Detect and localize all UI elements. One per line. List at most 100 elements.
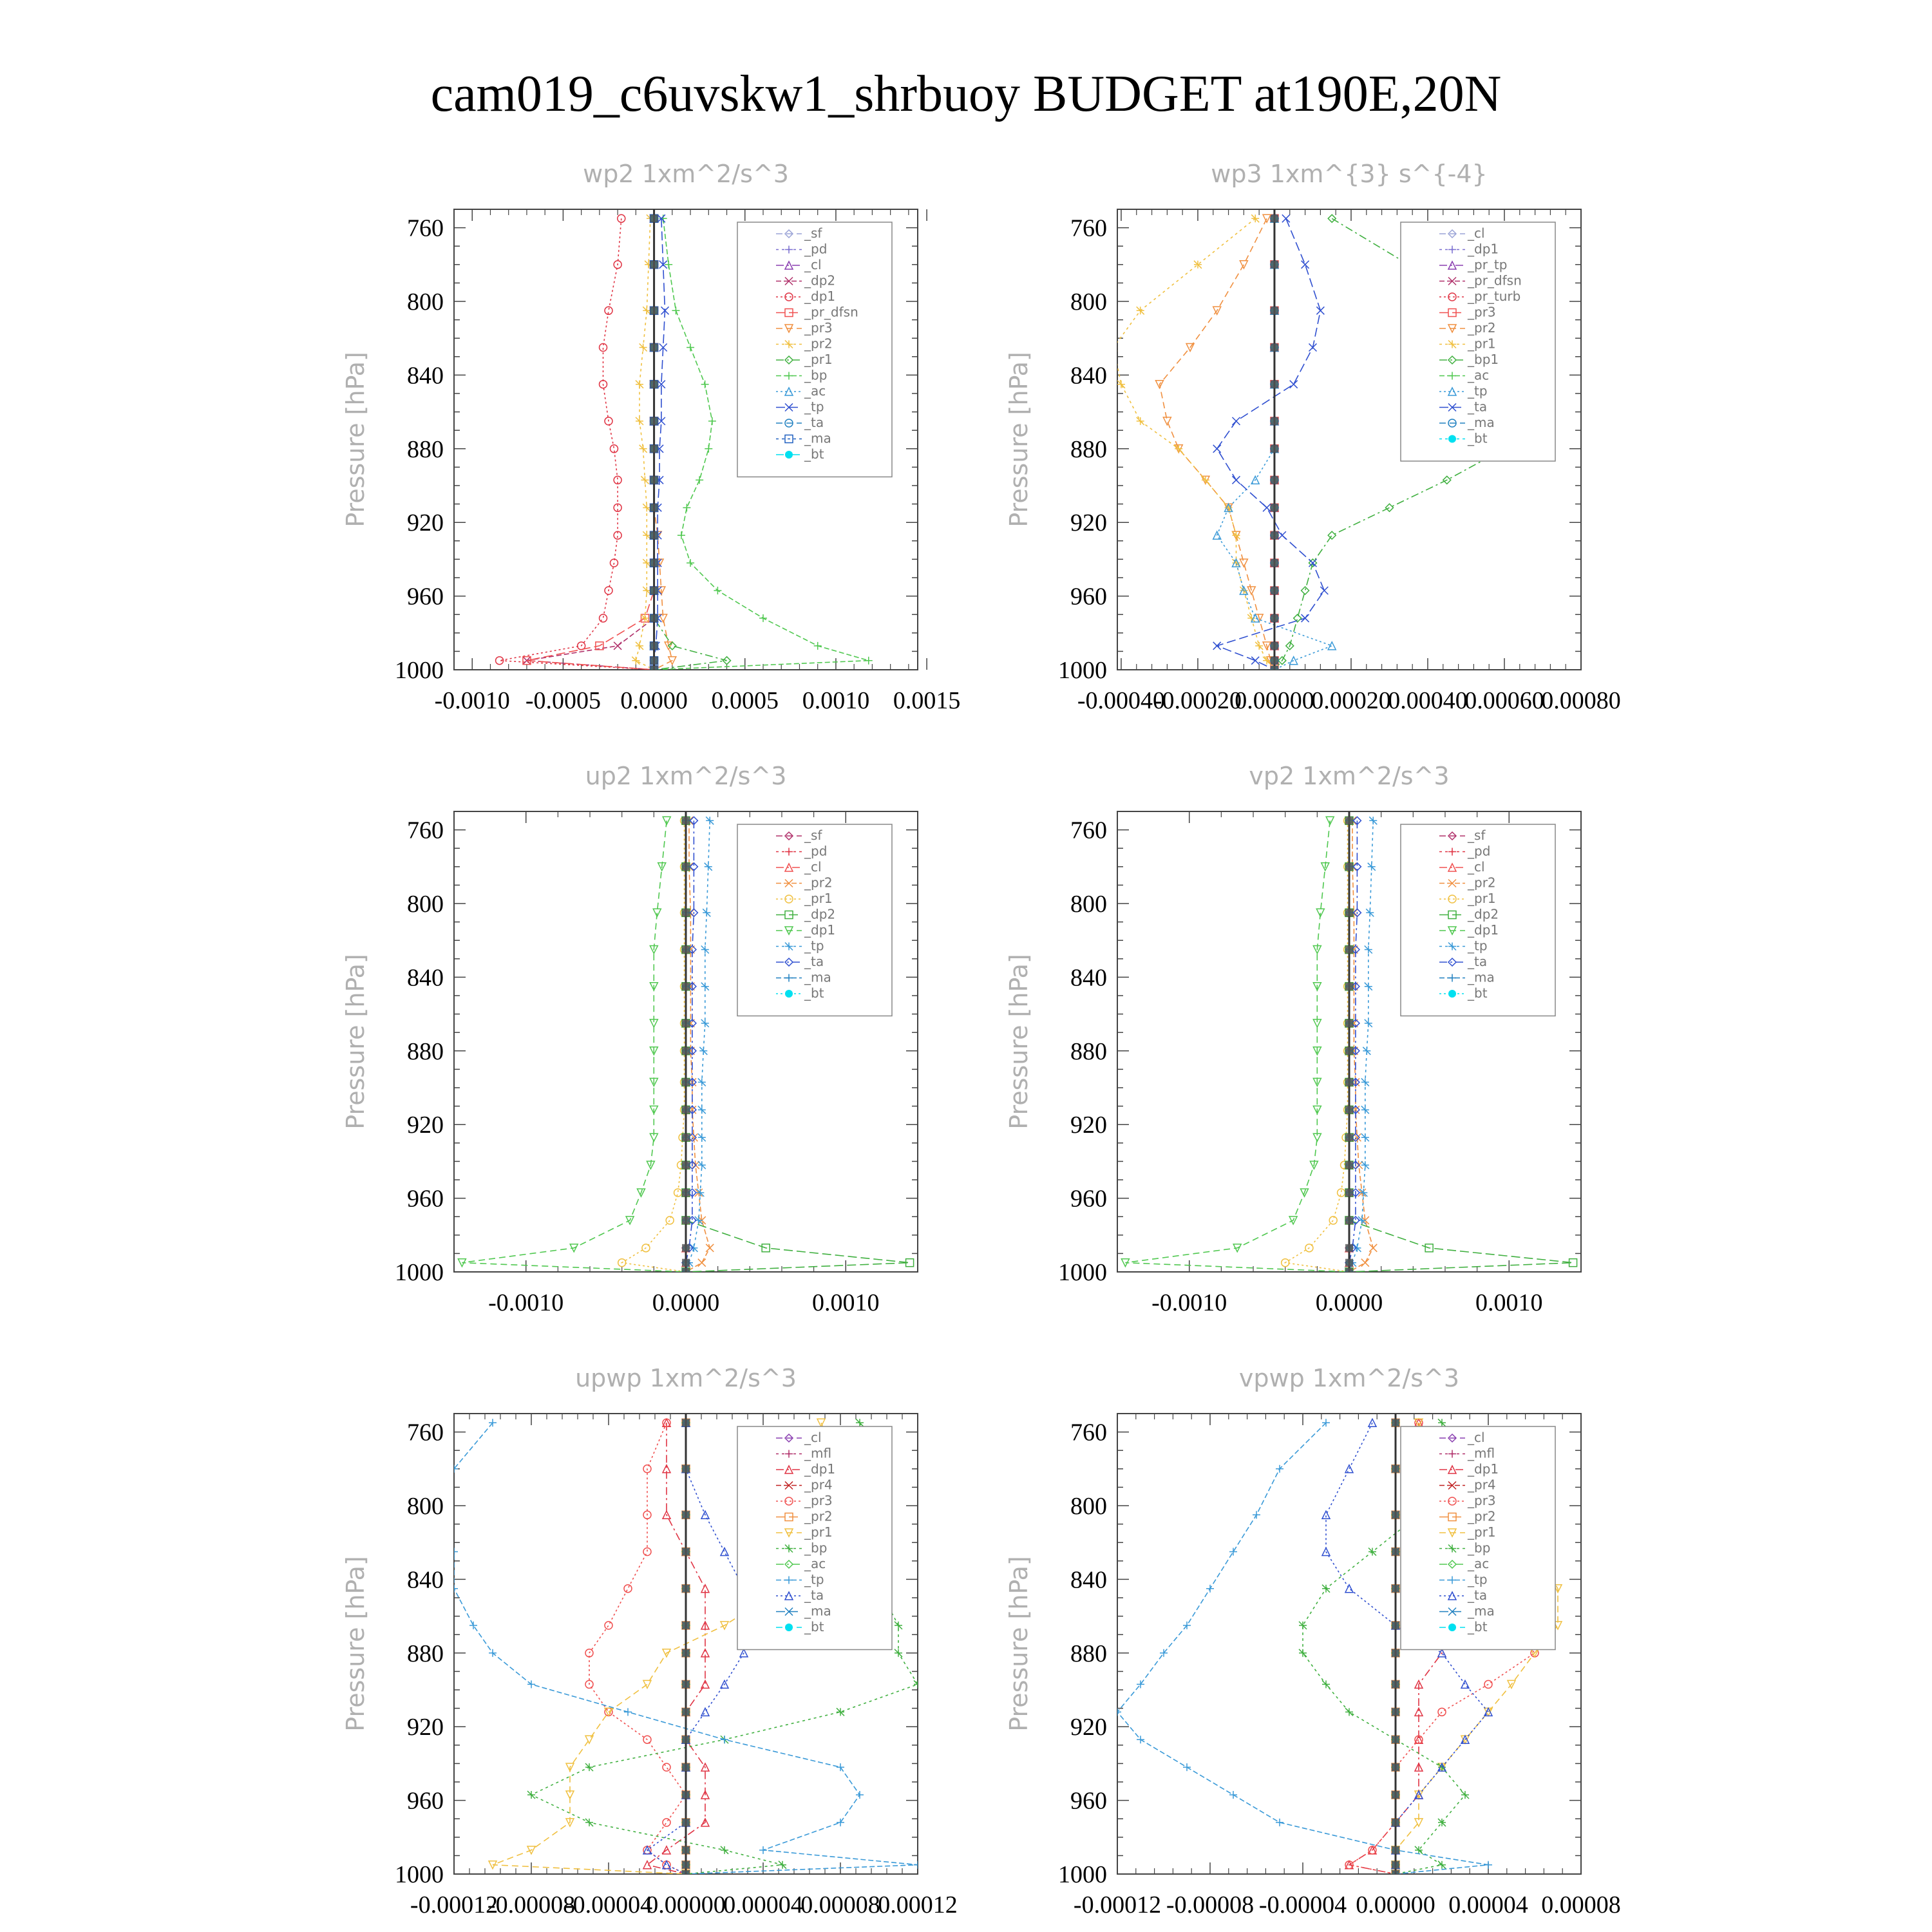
legend-marker [1447, 926, 1457, 936]
zero-marker [1270, 476, 1278, 484]
zero-marker [682, 1216, 690, 1224]
data-point [1321, 1510, 1331, 1520]
legend-label: _cl [1467, 225, 1485, 241]
legend-item: _pr_turb [1439, 289, 1520, 304]
data-point [1213, 444, 1222, 453]
legend-label: _pr2 [804, 875, 833, 891]
legend-item: _pr1 [1439, 1524, 1496, 1540]
x-tick-label: 0.00004 [1448, 1891, 1528, 1918]
legend-item: _bp [776, 368, 827, 383]
data-point [1361, 1160, 1370, 1170]
series-group [457, 811, 914, 1272]
zero-marker [650, 307, 658, 315]
x-tick-label: -0.00012 [1074, 1891, 1161, 1918]
data-point [604, 417, 613, 426]
zero-marker [1270, 417, 1278, 425]
data-point [469, 1621, 477, 1629]
legend-label: _dp1 [1467, 922, 1499, 938]
legend-marker [784, 402, 793, 412]
legend-label: _pd [804, 242, 827, 257]
data-point [1193, 260, 1202, 269]
data-point [761, 1244, 770, 1253]
legend-item: _pr3 [776, 1493, 833, 1508]
data-point [699, 1046, 708, 1056]
data-point [613, 475, 622, 485]
y-tick-label: 840 [407, 964, 444, 991]
data-point [1367, 862, 1376, 871]
series-line [1349, 820, 1374, 1272]
legend-item: _ac [776, 383, 826, 399]
data-point [603, 1707, 614, 1717]
zero-marker [650, 531, 658, 540]
legend-item: _pd [776, 844, 827, 859]
zero-marker [1392, 1584, 1399, 1593]
y-tick-label: 760 [407, 1419, 444, 1446]
data-point [700, 1707, 710, 1717]
series-dp1 [457, 816, 691, 1272]
data-point [689, 908, 699, 918]
data-point [683, 504, 691, 512]
y-axis-label: Pressure [hPa] [1005, 954, 1033, 1130]
legend: _sf_pd_cl_pr2_pr1_dp2_dp1_tp_ta_ma_bt [1400, 824, 1556, 1017]
zero-marker [1270, 504, 1278, 512]
data-point [585, 1649, 594, 1658]
y-tick-label: 880 [407, 1640, 444, 1667]
legend-marker [1447, 831, 1457, 841]
chart-panel-3: up2 1xm^2/s^3 Pressure [hPa] 760 800 840 880 9… [341, 762, 918, 1316]
data-point [623, 1584, 632, 1593]
x-tick-label: 0.00060 [1464, 687, 1544, 714]
legend-label: _ta [1467, 1587, 1487, 1603]
data-point [1312, 1077, 1322, 1088]
data-point [1250, 613, 1260, 623]
legend-marker [1448, 339, 1457, 349]
zero-marker [650, 666, 658, 670]
legend-label: _pr3 [1467, 305, 1496, 320]
chart-panel-4: vp2 1xm^2/s^3 Pressure [hPa] 760 800 840 880 9… [1005, 762, 1582, 1316]
legend-item: _tp [776, 1572, 824, 1587]
series-line [635, 218, 654, 670]
data-point [1344, 1584, 1354, 1593]
zero-marker [682, 1584, 690, 1593]
data-point [667, 641, 677, 650]
data-point [1336, 1188, 1346, 1197]
data-point [613, 503, 622, 513]
data-point [697, 1133, 706, 1142]
data-point [1247, 586, 1256, 596]
series-dp1 [495, 214, 659, 670]
data-point [719, 1546, 730, 1557]
data-point [894, 1621, 903, 1630]
data-point [719, 1621, 730, 1631]
x-tick-label: 0.0000 [1316, 1289, 1383, 1316]
data-point [1278, 531, 1287, 540]
data-point [913, 1680, 918, 1689]
series-ta [642, 1417, 749, 1874]
legend-marker [784, 957, 794, 967]
y-tick-label: 800 [1070, 1493, 1107, 1520]
data-point [657, 862, 667, 872]
legend-label: _bt [1467, 431, 1488, 446]
x-tick-label: 0.0010 [812, 1289, 880, 1316]
data-point [1231, 558, 1241, 567]
legend-label: _dp2 [1467, 907, 1499, 922]
series-line [1349, 820, 1374, 1272]
x-tick-label: 0.00000 [646, 1891, 726, 1918]
data-point [649, 1133, 659, 1142]
legend-box [737, 824, 893, 1017]
legend-item: _bt [776, 985, 824, 1001]
legend-item: _pr3 [1439, 305, 1496, 320]
legend-label: _mfl [1467, 1446, 1495, 1461]
x-tick-label: 0.0010 [1475, 1289, 1543, 1316]
data-point [631, 656, 640, 665]
data-point [1251, 214, 1260, 223]
zero-marker [682, 982, 690, 990]
zero-marker [682, 1161, 690, 1170]
legend-label: _mfl [804, 1446, 831, 1461]
y-tick-label: 760 [1070, 215, 1107, 242]
legend-item: _cl [776, 257, 822, 272]
legend-marker [784, 260, 794, 270]
data-point [1276, 1818, 1283, 1826]
data-point [640, 614, 650, 623]
chart-panel-5: upwp 1xm^2/s^3 Pressure [hPa] 760 800 840 880… [341, 1364, 958, 1918]
panel-title: upwp 1xm^2/s^3 [575, 1364, 797, 1392]
series-line [462, 820, 687, 1272]
